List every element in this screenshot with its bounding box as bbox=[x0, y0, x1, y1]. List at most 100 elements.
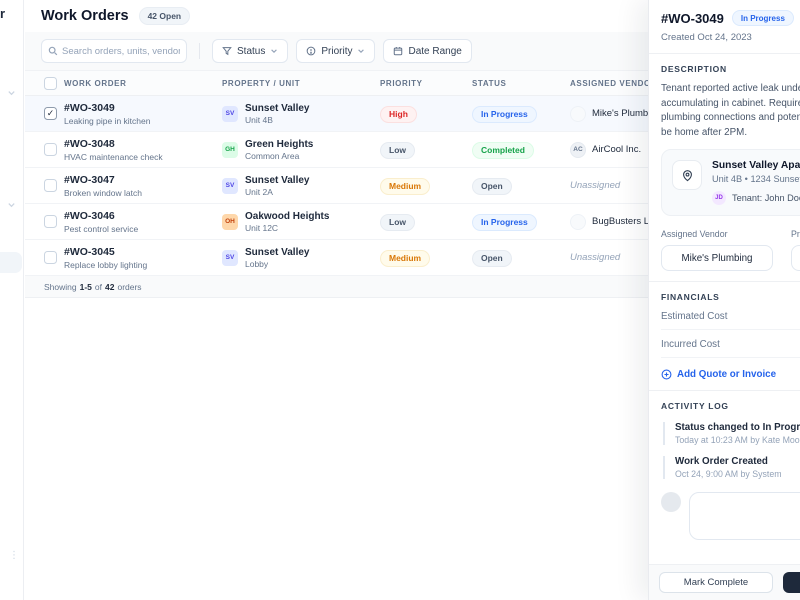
work-order-id: #WO-3049 bbox=[64, 101, 115, 114]
property-unit: Unit 4B bbox=[245, 114, 273, 125]
search-input[interactable] bbox=[41, 39, 187, 63]
row-checkbox[interactable] bbox=[44, 143, 57, 156]
priority-filter-button[interactable]: Priority bbox=[296, 39, 376, 63]
plus-circle-icon bbox=[661, 369, 672, 380]
assigned-vendor-select[interactable]: Mike's Plumbing bbox=[661, 245, 773, 272]
calendar-icon bbox=[394, 47, 403, 56]
vendor-avatar bbox=[570, 105, 586, 122]
row-checkbox[interactable] bbox=[44, 251, 57, 264]
divider bbox=[199, 43, 200, 59]
mark-complete-button[interactable]: Mark Complete bbox=[659, 572, 773, 593]
funnel-icon bbox=[222, 47, 232, 56]
priority-label: Priority bbox=[791, 229, 800, 240]
divider bbox=[649, 281, 800, 283]
work-order-id: #WO-3047 bbox=[64, 173, 115, 186]
estimated-cost-row: Estimated Cost bbox=[661, 304, 800, 331]
divider bbox=[649, 53, 800, 54]
property-name: Sunset Valley bbox=[245, 174, 310, 186]
detail-panel-body: #WO-3049 In Progress Created Oct 24, 202… bbox=[649, 0, 800, 564]
work-order-id: #WO-3048 bbox=[64, 137, 115, 150]
col-status: STATUS bbox=[472, 78, 507, 88]
chevron-down-icon bbox=[271, 49, 278, 53]
col-priority: PRIORITY bbox=[380, 78, 423, 88]
tenant-avatar: JD bbox=[712, 191, 726, 206]
chevron-down-icon bbox=[7, 200, 16, 209]
primary-action-button[interactable] bbox=[783, 572, 800, 593]
priority-pill: Medium bbox=[380, 177, 431, 195]
description-text: Tenant reported active leak under kitche… bbox=[661, 83, 800, 138]
work-order-subtitle: Pest control service bbox=[64, 223, 139, 234]
activity-item: Status changed to In Progress Today at 1… bbox=[663, 422, 800, 446]
vendor-avatar: AC bbox=[570, 141, 586, 158]
status-pill: Open bbox=[472, 249, 512, 267]
priority-pill: Low bbox=[380, 141, 415, 159]
description-heading: DESCRIPTION bbox=[661, 64, 727, 74]
date-range-button[interactable]: Date Range bbox=[383, 39, 472, 63]
priority-select[interactable]: High bbox=[791, 245, 800, 272]
kebab-menu-icon: ⋮ bbox=[9, 550, 19, 561]
status-pill: Completed bbox=[472, 141, 534, 159]
property-badge: SV bbox=[222, 249, 238, 266]
priority-pill: Low bbox=[380, 213, 415, 231]
open-count-badge: 42 Open bbox=[138, 7, 191, 25]
row-checkbox[interactable] bbox=[44, 215, 57, 228]
property-unit: Lobby bbox=[245, 258, 269, 269]
col-assigned-vendor: ASSIGNED VENDOR bbox=[570, 78, 658, 88]
vendor-unassigned: Unassigned bbox=[570, 180, 621, 191]
work-order-subtitle: Replace lobby lighting bbox=[64, 259, 148, 270]
page-title: Work Orders bbox=[41, 8, 129, 24]
result-total: 42 bbox=[105, 281, 115, 292]
detail-created-date: Created Oct 24, 2023 bbox=[661, 32, 752, 43]
select-all-checkbox[interactable] bbox=[44, 76, 57, 90]
brand-text-fragment: r bbox=[0, 6, 6, 21]
property-card-address: Unit 4B • 1234 Sunset Blvd, Los Angeles bbox=[712, 174, 800, 185]
vendor-avatar bbox=[570, 213, 586, 230]
search-icon bbox=[48, 46, 58, 56]
add-quote-invoice-link[interactable]: Add Quote or Invoice bbox=[661, 369, 800, 380]
activity-log-heading: ACTIVITY LOG bbox=[661, 401, 729, 412]
property-unit: Common Area bbox=[245, 150, 300, 161]
work-order-id: #WO-3046 bbox=[64, 209, 115, 222]
comment-input[interactable] bbox=[689, 492, 800, 541]
property-name: Sunset Valley bbox=[245, 246, 310, 258]
property-name: Green Heights bbox=[245, 138, 314, 150]
vendor-unassigned: Unassigned bbox=[570, 252, 621, 263]
detail-panel-footer: Mark Complete bbox=[649, 564, 800, 600]
detail-title: #WO-3049 bbox=[661, 10, 724, 26]
row-checkbox[interactable] bbox=[44, 179, 57, 192]
priority-pill: Medium bbox=[380, 249, 431, 267]
col-property-unit: PROPERTY / UNIT bbox=[222, 78, 301, 88]
work-order-id: #WO-3045 bbox=[64, 245, 115, 258]
property-name: Sunset Valley bbox=[245, 102, 310, 114]
priority-pill: High bbox=[380, 105, 417, 123]
detail-panel: #WO-3049 In Progress Created Oct 24, 202… bbox=[648, 0, 800, 600]
vendor-name: BugBusters Ltd. bbox=[592, 216, 660, 227]
tenant-name: Tenant: John Doe bbox=[732, 193, 800, 204]
status-pill: In Progress bbox=[472, 213, 537, 231]
work-order-subtitle: Broken window latch bbox=[64, 187, 142, 198]
sidebar-active-item[interactable] bbox=[0, 252, 22, 273]
property-card-name: Sunset Valley Apartments bbox=[712, 160, 800, 172]
property-badge: SV bbox=[222, 105, 238, 122]
detail-status-badge: In Progress bbox=[731, 10, 794, 26]
location-pin-icon bbox=[672, 160, 702, 191]
assigned-vendor-label: Assigned Vendor bbox=[661, 229, 728, 240]
status-pill: In Progress bbox=[472, 105, 537, 123]
alert-circle-icon bbox=[307, 46, 316, 56]
row-checkbox[interactable]: ✓ bbox=[44, 107, 57, 120]
incurred-cost-row: Incurred Cost bbox=[661, 332, 800, 359]
sidebar-cropped: r ⋮ bbox=[0, 0, 24, 600]
property-badge: OH bbox=[222, 213, 238, 230]
property-badge: SV bbox=[222, 177, 238, 194]
activity-item: Work Order Created Oct 24, 9:00 AM by Sy… bbox=[663, 456, 800, 480]
result-range: 1-5 bbox=[79, 281, 92, 292]
chevron-down-icon bbox=[7, 88, 16, 97]
property-unit: Unit 2A bbox=[245, 186, 273, 197]
table-footer: Showing 1-5 of 42 orders bbox=[25, 276, 800, 298]
chevron-down-icon bbox=[358, 49, 365, 53]
status-filter-button[interactable]: Status bbox=[212, 39, 289, 63]
divider bbox=[649, 390, 800, 392]
work-order-subtitle: Leaking pipe in kitchen bbox=[64, 115, 151, 126]
search-wrap bbox=[41, 39, 187, 63]
status-pill: Open bbox=[472, 177, 512, 195]
